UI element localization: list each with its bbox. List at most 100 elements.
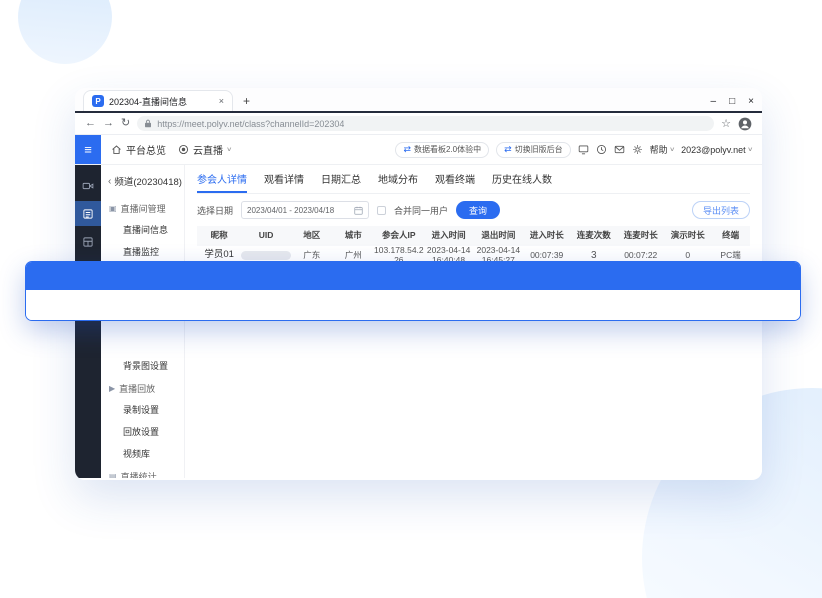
date-filter-label: 选择日期 xyxy=(197,205,234,216)
table-header: 昵称 UID 地区 城市 参会人IP 进入时间 退出时间 进入时长 连麦次数 连麦时长 演示时长 终端 xyxy=(197,226,750,246)
table-cell: 广州 xyxy=(344,249,362,260)
uid-blurred-value xyxy=(241,251,292,261)
sidebar: ‹ 频道(20230418) ▣直播间管理直播间信息直播监控页面装修NEW背景图… xyxy=(101,165,185,478)
export-list-button[interactable]: 导出列表 xyxy=(691,201,750,219)
swap-icon: ⇄ xyxy=(403,144,411,154)
tab-close-icon[interactable]: × xyxy=(218,96,224,106)
date-range-input[interactable]: 2023/04/01 - 2023/04/18 xyxy=(241,201,370,219)
sidebar-section-label: 直播间管理 xyxy=(120,204,166,214)
overlay-row[interactable] xyxy=(26,290,800,320)
polyv-favicon-icon: P xyxy=(92,95,104,107)
sidebar-item[interactable]: 录制设置 xyxy=(123,404,160,415)
column-header: 退出时间 xyxy=(481,230,516,241)
forward-icon[interactable]: → xyxy=(103,117,114,129)
magnified-row-overlay xyxy=(25,261,801,321)
table-cell: 2023-04-14 16:40:48 xyxy=(426,245,471,265)
tab[interactable]: 观看终端 xyxy=(435,174,475,186)
account-menu[interactable]: 2023@polyv.net ∨ xyxy=(681,144,753,155)
history-clock-icon[interactable] xyxy=(596,144,607,155)
browser-tab[interactable]: P 202304-直播间信息 × xyxy=(83,90,233,111)
beta-data-board-pill[interactable]: ⇄ 数据看板2.0体验中 xyxy=(395,141,490,158)
table-cell: 00:07:22 xyxy=(624,249,658,260)
address-bar: ← → ↻ https://meet.polyv.net/class?chann… xyxy=(75,113,762,135)
sidebar-item[interactable]: 回放设置 xyxy=(123,426,160,437)
sidebar-section-label: 直播统计 xyxy=(120,472,157,478)
lock-icon xyxy=(145,119,152,128)
column-header: 演示时长 xyxy=(670,230,705,241)
tab[interactable]: 参会人详情 xyxy=(197,165,247,193)
rail-list-icon[interactable] xyxy=(75,201,101,226)
column-header: UID xyxy=(258,230,274,241)
table-cell: 3 xyxy=(590,250,597,262)
tabs: 参会人详情 观看详情 日期汇总 地域分布 观看终端 历史在线人数 xyxy=(197,165,750,194)
platform-overview-link[interactable]: 平台总览 xyxy=(111,142,166,157)
sidebar-section: ▣ 直播间管理 xyxy=(101,196,184,218)
mail-icon[interactable] xyxy=(614,144,625,155)
channel-title: 频道(20230418) xyxy=(114,177,182,188)
reload-icon[interactable]: ↻ xyxy=(121,117,131,129)
table-cell: 00:07:39 xyxy=(530,249,564,260)
sidebar-item[interactable]: 直播监控 xyxy=(123,246,160,257)
help-link[interactable]: 帮助 ∨ xyxy=(649,145,675,155)
avatar-icon[interactable] xyxy=(738,117,752,131)
column-header: 参会人IP xyxy=(382,230,416,241)
chevron-down-icon: ∨ xyxy=(746,147,753,153)
channel-header[interactable]: ‹ 频道(20230418) xyxy=(101,171,184,196)
playback-icon: ▶ xyxy=(109,384,116,393)
column-header: 城市 xyxy=(344,230,362,241)
live-product-icon xyxy=(178,144,189,155)
swap-icon: ⇄ xyxy=(504,144,512,154)
product-switcher[interactable]: 云直播 ∨ xyxy=(178,142,233,157)
table-cell: 2023-04-14 16:45:27 xyxy=(476,245,521,265)
tab[interactable]: 历史在线人数 xyxy=(492,174,552,186)
app-header: ≡ 平台总览 云直播 ∨ ⇄ 数据看板2.0体验中 ⇄ xyxy=(75,135,762,165)
table-cell: 学员01 xyxy=(204,249,234,261)
content-area: 参会人详情 观看详情 日期汇总 地域分布 观看终端 历史在线人数 选择日期 2023/04… xyxy=(185,165,762,478)
url-text: https://meet.polyv.net/class?channelId=2… xyxy=(157,118,345,129)
menu-hamburger-icon[interactable]: ≡ xyxy=(75,135,101,164)
stats-icon: ▤ xyxy=(109,472,117,478)
column-header: 连麦次数 xyxy=(576,230,611,241)
sidebar-section: ▤ 直播统计 xyxy=(101,464,184,478)
sidebar-section: ▶ 直播回放 xyxy=(101,376,184,398)
table-cell: 103.178.54.2 26 xyxy=(374,245,424,265)
close-button[interactable]: × xyxy=(748,96,754,107)
column-header: 地区 xyxy=(303,230,321,241)
table-cell xyxy=(241,251,292,261)
tab[interactable]: 日期汇总 xyxy=(321,174,361,186)
sidebar-menu: ▣直播间管理直播间信息直播监控页面装修NEW背景图设置▶直播回放录制设置回放设置… xyxy=(101,196,184,478)
bookmark-star-icon[interactable]: ☆ xyxy=(721,118,731,130)
column-header: 终端 xyxy=(722,230,740,241)
switch-old-version-pill[interactable]: ⇄ 切换旧版后台 xyxy=(496,141,571,158)
minimize-button[interactable]: – xyxy=(710,96,717,107)
column-header: 昵称 xyxy=(210,230,228,241)
chevron-down-icon: ∨ xyxy=(668,147,675,153)
table-cell: 广东 xyxy=(303,249,321,260)
maximize-button[interactable]: □ xyxy=(729,96,736,107)
icon-rail xyxy=(75,165,101,478)
sidebar-item[interactable]: 背景图设置 xyxy=(123,360,169,371)
home-icon xyxy=(112,145,121,154)
rail-camera-icon[interactable] xyxy=(75,173,101,198)
table-cell: PC端 xyxy=(720,249,741,260)
monitor-icon[interactable] xyxy=(578,144,589,155)
sidebar-item[interactable]: 直播间信息 xyxy=(123,224,169,235)
chevron-down-icon: ∨ xyxy=(226,147,233,153)
gear-icon[interactable] xyxy=(632,144,643,155)
column-header: 连麦时长 xyxy=(623,230,658,241)
url-box[interactable]: https://meet.polyv.net/class?channelId=2… xyxy=(137,116,715,131)
column-header: 进入时间 xyxy=(431,230,466,241)
sidebar-item[interactable]: 视频库 xyxy=(123,448,151,459)
decor-circle-top-left xyxy=(18,0,112,64)
filter-row: 选择日期 2023/04/01 - 2023/04/18 合并同一用户 查询 导… xyxy=(197,194,750,226)
table-cell: 0 xyxy=(685,249,691,260)
tab[interactable]: 观看详情 xyxy=(264,174,304,186)
tab[interactable]: 地域分布 xyxy=(378,174,418,186)
merge-user-checkbox[interactable] xyxy=(377,205,387,215)
search-button[interactable]: 查询 xyxy=(456,201,501,219)
back-icon[interactable]: ← xyxy=(85,117,96,129)
date-range-value: 2023/04/01 - 2023/04/18 xyxy=(247,205,335,215)
rail-layout-icon[interactable] xyxy=(75,229,101,254)
tab-title: 202304-直播间信息 xyxy=(109,96,188,107)
new-tab-button[interactable]: + xyxy=(243,94,251,108)
